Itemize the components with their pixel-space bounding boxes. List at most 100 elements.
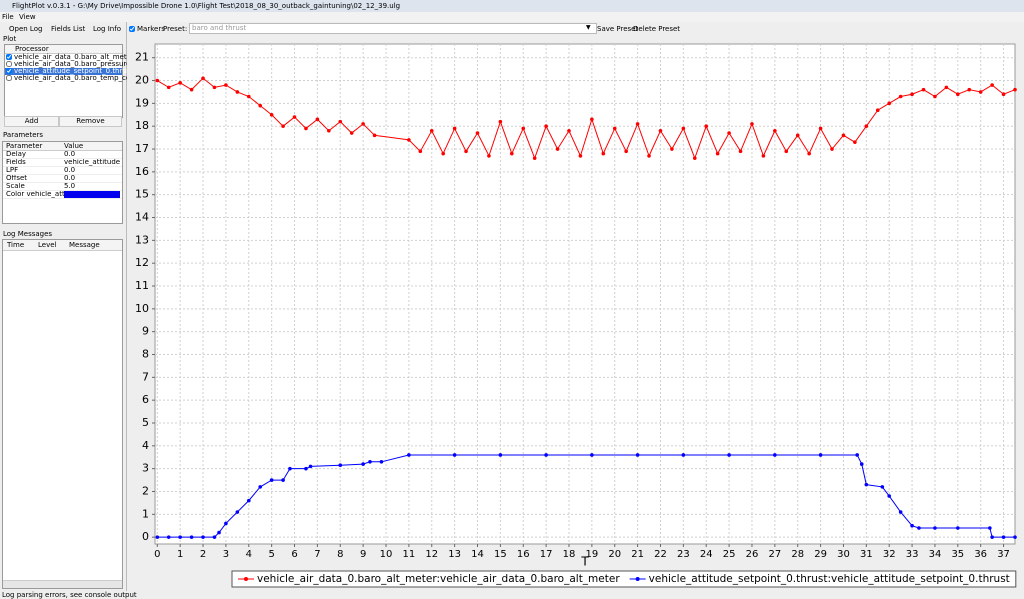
table-header: Parameter Value <box>3 142 122 151</box>
series-marker <box>910 523 914 528</box>
y-tick-label: 18 <box>135 119 149 132</box>
x-tick-label: 18 <box>563 549 576 560</box>
toolbar-button[interactable]: Fields List <box>51 25 86 33</box>
checkbox[interactable] <box>6 61 12 67</box>
series-marker <box>761 154 766 158</box>
series-marker <box>715 151 720 156</box>
menu-bar: File View <box>0 12 1024 22</box>
y-tick-label: 8 <box>142 348 149 361</box>
checkbox-label: Markers <box>137 25 165 33</box>
series-marker <box>887 101 892 106</box>
save-preset-button[interactable]: Save Preset <box>597 25 639 33</box>
preset-input[interactable]: baro and thrust <box>189 23 597 34</box>
processor-row[interactable]: vehicle_air_data_0.baro_alt_meter [Simpl… <box>5 54 165 61</box>
x-tick-label: 19 <box>585 549 598 560</box>
parameter-row[interactable]: Scale 5.0 <box>3 183 122 191</box>
series-marker <box>841 133 846 138</box>
parameter-row[interactable]: Delay 0.0 <box>3 151 122 159</box>
x-tick-label: 16 <box>517 549 530 560</box>
parameter-name: Scale <box>6 183 25 190</box>
delete-preset-button[interactable]: Delete Preset <box>633 25 681 33</box>
series-marker <box>978 90 983 94</box>
processor-row[interactable]: vehicle_air_data_0.baro_temp_celcius [Si… <box>5 75 164 82</box>
legend-label: vehicle_attitude_setpoint_0.thrust:vehic… <box>649 573 1010 585</box>
series-marker <box>624 149 628 154</box>
series-marker <box>990 535 994 539</box>
parameter-row[interactable]: LPF 0.0 <box>3 167 122 175</box>
series-marker <box>544 453 548 457</box>
toolbar-button[interactable]: Log Info <box>93 25 121 33</box>
section-label: Log Messages <box>3 230 53 238</box>
series-marker <box>818 453 823 457</box>
remove-button[interactable]: Remove <box>59 116 122 127</box>
series-marker <box>510 151 514 156</box>
column-header: Value <box>64 142 84 150</box>
series-marker <box>308 464 313 469</box>
series-marker <box>166 535 171 539</box>
x-tick-label: 32 <box>883 549 896 560</box>
series-marker <box>338 463 343 468</box>
x-tick-label: 12 <box>425 549 438 560</box>
scrollbar[interactable] <box>3 580 122 588</box>
parameter-row[interactable]: Color vehicle_attitude... <box>3 191 122 199</box>
x-tick-label: 13 <box>448 549 461 560</box>
y-tick-label: 6 <box>142 393 149 406</box>
x-tick-label: 31 <box>860 549 873 560</box>
series-marker <box>292 115 297 119</box>
legend-box <box>231 570 1017 588</box>
series-marker <box>795 133 800 138</box>
y-tick-label: 16 <box>135 165 149 178</box>
series-marker <box>235 90 240 94</box>
x-tick-label: 22 <box>654 549 667 560</box>
parameter-value: 5.0 <box>64 183 76 190</box>
series-marker <box>750 122 754 126</box>
legend-marker <box>635 577 640 581</box>
section-label: Plot <box>3 35 17 43</box>
x-tick-label: 11 <box>403 549 416 560</box>
series-marker <box>818 126 823 131</box>
markers-toggle[interactable]: Markers <box>129 25 165 33</box>
series-marker <box>166 85 171 90</box>
series-marker <box>361 462 365 466</box>
y-tick-label: 4 <box>142 439 149 452</box>
series-marker <box>327 128 331 133</box>
x-tick-label: 6 <box>291 549 297 560</box>
y-tick-label: 19 <box>135 96 149 109</box>
checkbox[interactable] <box>6 75 12 81</box>
dropdown-arrow[interactable]: ▼ <box>586 24 591 31</box>
series-marker <box>864 482 869 487</box>
table-header: Time Level Message <box>3 240 122 251</box>
series-marker <box>212 85 217 90</box>
toolbar-button[interactable]: Open Log <box>9 25 43 33</box>
x-tick-label: 29 <box>814 549 827 560</box>
menu-item[interactable]: File <box>2 13 14 21</box>
menu-item[interactable]: View <box>18 13 36 21</box>
processor-label: vehicle_attitude_setpoint_0.thrust [Simp… <box>14 67 165 75</box>
x-axis-label: T <box>580 555 589 569</box>
x-tick-label: 36 <box>974 549 987 560</box>
series-line <box>157 454 1015 538</box>
parameter-row[interactable]: Offset 0.0 <box>3 175 122 183</box>
series-marker <box>498 119 503 124</box>
checkbox[interactable] <box>129 26 135 32</box>
series-marker <box>178 81 182 85</box>
y-tick-label: 15 <box>135 188 149 201</box>
series-marker <box>898 510 903 514</box>
checkbox[interactable] <box>6 54 12 60</box>
add-button[interactable]: Add <box>4 116 59 127</box>
y-tick-label: 3 <box>142 462 149 475</box>
checkbox[interactable] <box>6 68 12 74</box>
y-tick-label: 0 <box>142 530 149 543</box>
y-tick-label: 20 <box>135 74 149 87</box>
series-marker <box>189 87 194 92</box>
processor-row[interactable]: vehicle_air_data_0.baro_pressure_pa [Si.… <box>5 61 161 68</box>
processor-row[interactable]: vehicle_attitude_setpoint_0.thrust [Simp… <box>5 68 165 75</box>
series-marker <box>578 154 583 158</box>
x-tick-label: 21 <box>631 549 644 560</box>
series-marker <box>217 530 221 535</box>
series-marker <box>875 108 880 113</box>
parameter-row[interactable]: Fields vehicle_attitude_setp... <box>3 159 122 167</box>
series-marker <box>212 535 217 539</box>
series-marker <box>372 133 377 138</box>
x-tick-label: 5 <box>268 549 274 560</box>
